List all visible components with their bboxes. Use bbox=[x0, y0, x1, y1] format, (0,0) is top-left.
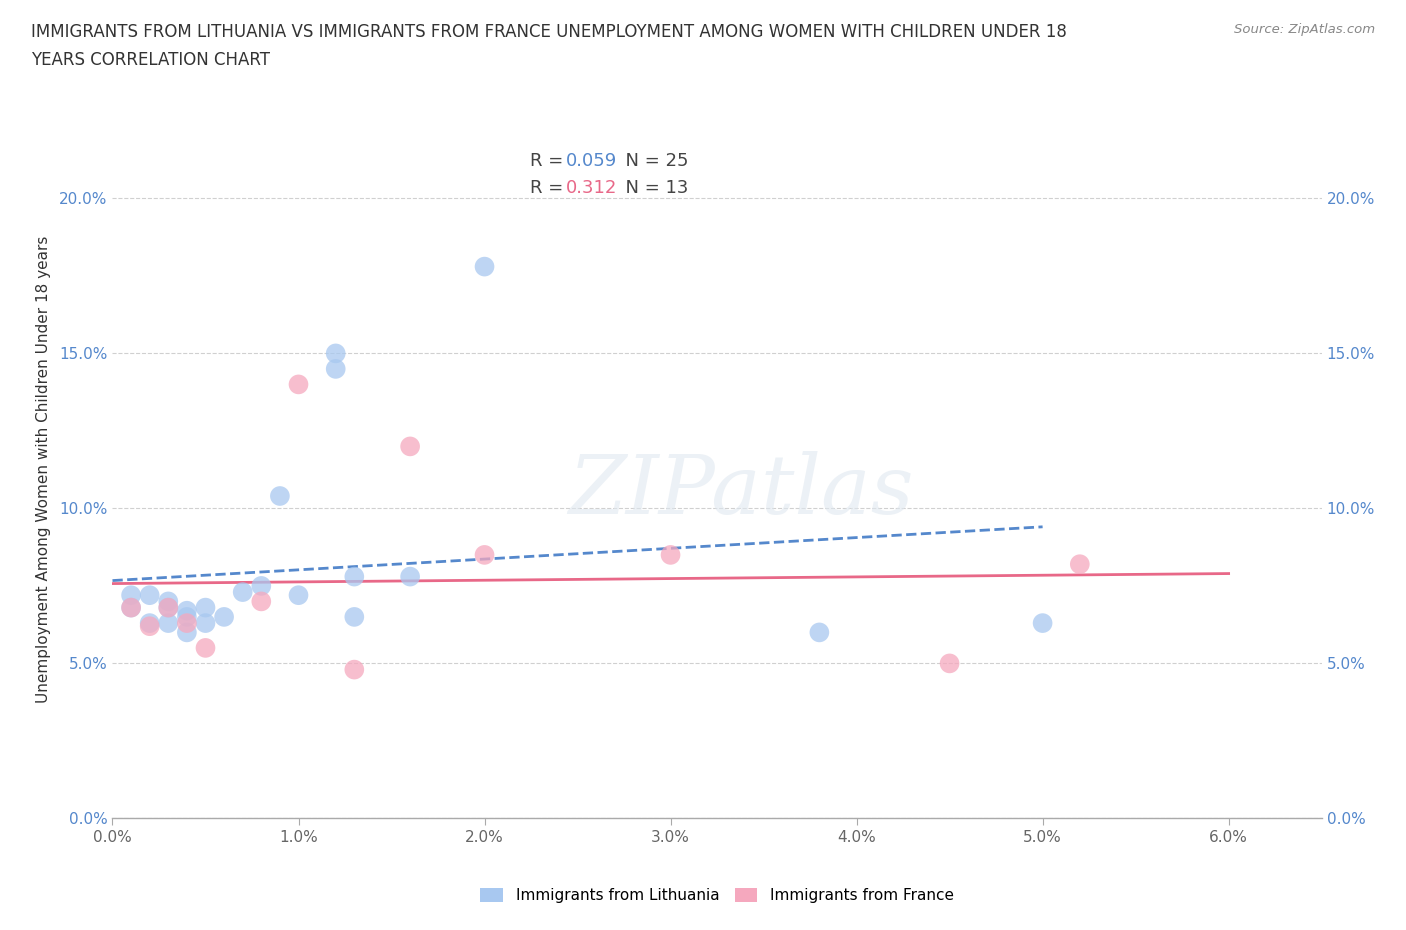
Text: N = 25: N = 25 bbox=[614, 152, 689, 169]
Point bbox=[176, 604, 198, 618]
Point bbox=[269, 488, 291, 503]
Text: R =: R = bbox=[530, 152, 568, 169]
Point bbox=[399, 439, 422, 454]
Point bbox=[157, 616, 180, 631]
Point bbox=[325, 346, 347, 361]
Point bbox=[194, 600, 217, 615]
Text: R =: R = bbox=[530, 179, 568, 197]
Text: 0.059: 0.059 bbox=[565, 152, 617, 169]
Y-axis label: Unemployment Among Women with Children Under 18 years: Unemployment Among Women with Children U… bbox=[37, 236, 51, 703]
Point bbox=[157, 594, 180, 609]
Point bbox=[287, 377, 309, 392]
Point bbox=[474, 548, 496, 563]
Point bbox=[232, 585, 254, 600]
Point bbox=[250, 578, 273, 593]
Point bbox=[343, 662, 366, 677]
Point bbox=[1032, 616, 1054, 631]
Point bbox=[138, 588, 160, 603]
Point bbox=[808, 625, 831, 640]
Point bbox=[176, 616, 198, 631]
Legend: Immigrants from Lithuania, Immigrants from France: Immigrants from Lithuania, Immigrants fr… bbox=[474, 882, 960, 910]
Point bbox=[120, 600, 142, 615]
Point bbox=[399, 569, 422, 584]
Point bbox=[325, 362, 347, 377]
Point bbox=[176, 625, 198, 640]
Point bbox=[138, 618, 160, 633]
Point bbox=[938, 656, 960, 671]
Text: YEARS CORRELATION CHART: YEARS CORRELATION CHART bbox=[31, 51, 270, 69]
Point bbox=[250, 594, 273, 609]
Point bbox=[176, 609, 198, 624]
Text: IMMIGRANTS FROM LITHUANIA VS IMMIGRANTS FROM FRANCE UNEMPLOYMENT AMONG WOMEN WIT: IMMIGRANTS FROM LITHUANIA VS IMMIGRANTS … bbox=[31, 23, 1067, 41]
Point bbox=[138, 616, 160, 631]
Text: 0.312: 0.312 bbox=[565, 179, 617, 197]
Point bbox=[287, 588, 309, 603]
Point bbox=[157, 600, 180, 615]
Point bbox=[474, 259, 496, 274]
Point bbox=[659, 548, 682, 563]
Point bbox=[343, 609, 366, 624]
Point bbox=[120, 600, 142, 615]
Point bbox=[120, 588, 142, 603]
Point bbox=[157, 600, 180, 615]
Point bbox=[194, 641, 217, 656]
Text: Source: ZipAtlas.com: Source: ZipAtlas.com bbox=[1234, 23, 1375, 36]
Point bbox=[343, 569, 366, 584]
Text: ZIPatlas: ZIPatlas bbox=[568, 450, 914, 531]
Point bbox=[1069, 557, 1091, 572]
Point bbox=[212, 609, 235, 624]
Point bbox=[194, 616, 217, 631]
Text: N = 13: N = 13 bbox=[614, 179, 689, 197]
